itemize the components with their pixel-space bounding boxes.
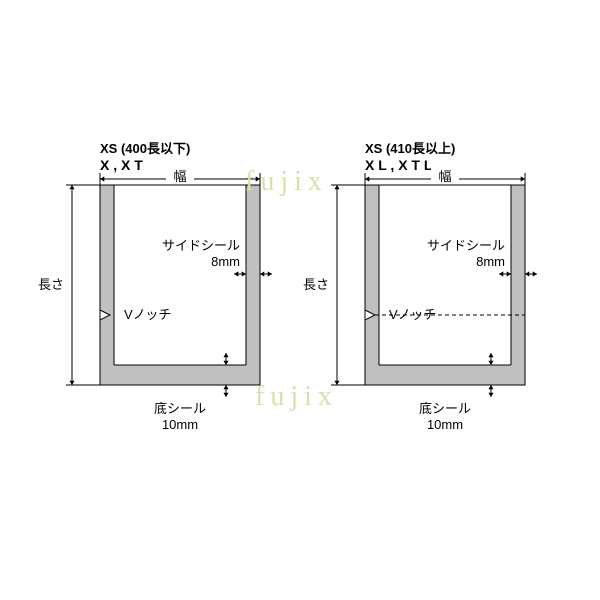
bottom-seal xyxy=(365,365,525,385)
bottom-seal-mm: 10mm xyxy=(427,417,463,432)
side-seal-label: サイドシール xyxy=(162,238,240,253)
side-seal-left xyxy=(100,185,114,385)
side-seal-right xyxy=(511,185,525,385)
watermark: fujix xyxy=(255,381,338,412)
header-size: XS (410長以上) xyxy=(365,141,455,156)
bottom-seal-label: 底シール xyxy=(154,401,206,416)
notch-label: Vノッチ xyxy=(389,307,436,322)
watermark: fujix xyxy=(245,166,328,197)
length-label: 長さ xyxy=(303,277,329,292)
side-seal-label: サイドシール xyxy=(427,238,505,253)
bottom-seal-label: 底シール xyxy=(419,401,471,416)
bottom-seal-mm: 10mm xyxy=(162,417,198,432)
width-label: 幅 xyxy=(438,169,451,184)
diagram-canvas: XS (400長以下)X , X TVノッチ幅長さサイドシール8mm底シール10… xyxy=(0,0,600,600)
header-type: X L , X T L xyxy=(365,157,433,173)
side-seal-mm: 8mm xyxy=(211,254,240,269)
side-seal-left xyxy=(365,185,379,385)
bag-outline xyxy=(100,185,260,385)
bag-outline xyxy=(365,185,525,385)
side-seal-mm: 8mm xyxy=(476,254,505,269)
width-label: 幅 xyxy=(173,169,186,184)
header-type: X , X T xyxy=(100,157,143,173)
side-seal-right xyxy=(246,185,260,385)
length-label: 長さ xyxy=(38,277,64,292)
bottom-seal xyxy=(100,365,260,385)
header-size: XS (400長以下) xyxy=(100,141,190,156)
notch-label: Vノッチ xyxy=(124,307,171,322)
